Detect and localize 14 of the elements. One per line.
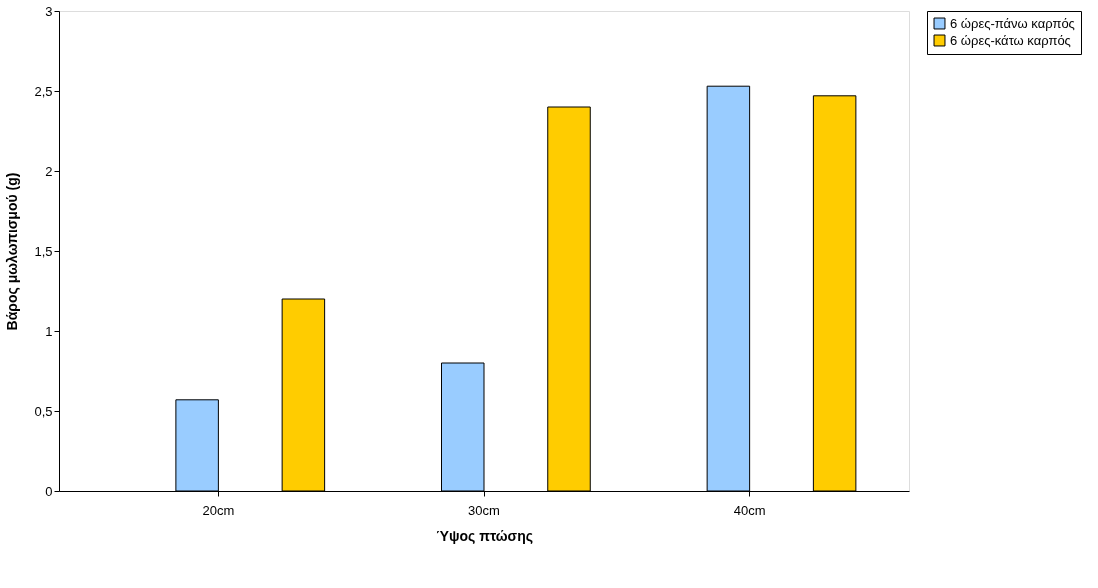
x-tick-label: 30cm bbox=[468, 502, 500, 518]
y-tick-label: 3 bbox=[45, 3, 53, 19]
x-axis-title: Ύψος πτώσης bbox=[435, 527, 534, 544]
y-tick-label: 0 bbox=[45, 483, 53, 499]
y-tick-label: 1,5 bbox=[34, 243, 53, 259]
y-axis-title: Βάρος μωλωπισμού (g) bbox=[4, 172, 21, 331]
x-tick-label: 40cm bbox=[733, 502, 766, 518]
legend-label: 6 ώρες-κάτω καρπός bbox=[950, 32, 1071, 48]
y-tick-label: 0,5 bbox=[34, 403, 53, 419]
y-tick-label: 2,5 bbox=[34, 83, 53, 99]
y-tick-label: 1 bbox=[45, 323, 53, 339]
x-tick-label: 20cm bbox=[202, 502, 235, 518]
legend-label: 6 ώρες-πάνω καρπός bbox=[950, 15, 1075, 31]
y-tick-label: 2 bbox=[45, 163, 53, 179]
